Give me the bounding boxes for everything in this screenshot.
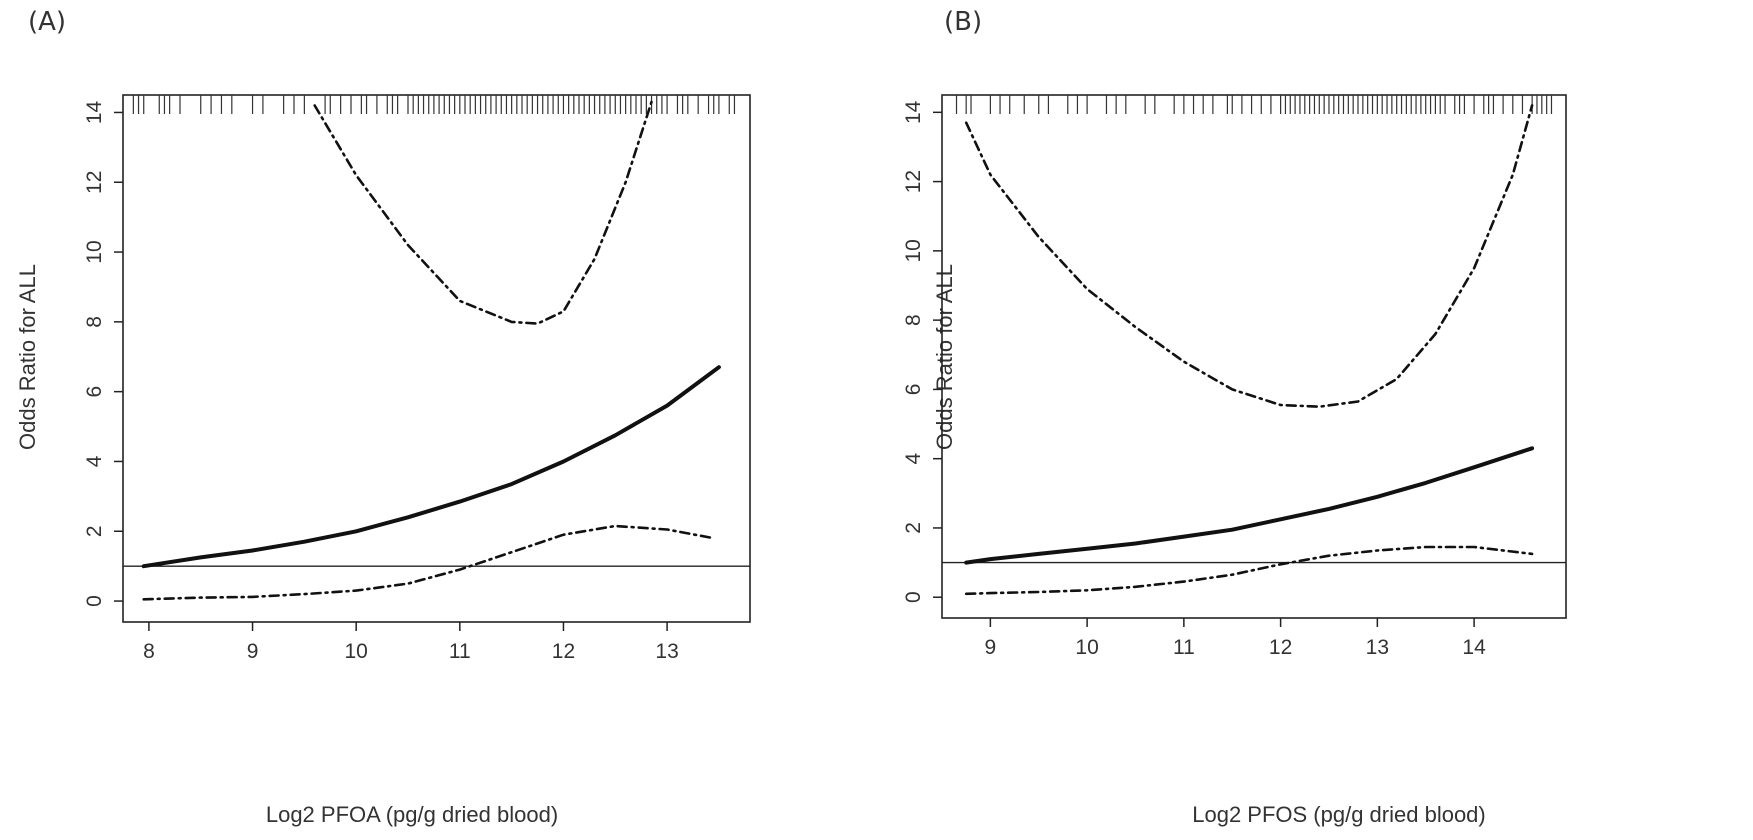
ci-line bbox=[964, 545, 1534, 596]
x-tick-label: 14 bbox=[1462, 636, 1486, 659]
y-tick-label: 10 bbox=[902, 239, 925, 262]
y-tick-label: 8 bbox=[902, 314, 925, 326]
y-tick-label: 0 bbox=[83, 595, 106, 607]
panel-b: (B) Log2 PFOS (pg/g dried blood) Odds Ra… bbox=[902, 7, 1567, 827]
ci-line bbox=[964, 104, 1534, 409]
x-tick-label: 9 bbox=[985, 636, 997, 659]
odds-ratio-line bbox=[141, 365, 721, 569]
y-tick-label: 12 bbox=[83, 171, 106, 194]
x-tick-label: 10 bbox=[1075, 636, 1098, 659]
plot-frame bbox=[122, 94, 751, 623]
x-axis-title: Log2 PFOS (pg/g dried blood) bbox=[1192, 802, 1486, 827]
panel-label: (A) bbox=[28, 7, 66, 37]
y-tick-label: 6 bbox=[902, 384, 925, 396]
y-tick-label: 4 bbox=[902, 453, 925, 465]
x-tick-label: 13 bbox=[1366, 636, 1389, 659]
x-tick-label: 9 bbox=[247, 640, 259, 663]
x-tick-label: 12 bbox=[552, 640, 575, 663]
y-tick-label: 6 bbox=[83, 386, 106, 398]
panel-label: (B) bbox=[944, 7, 982, 37]
odds-ratio-line bbox=[964, 446, 1535, 565]
y-tick-label: 10 bbox=[83, 240, 106, 263]
ci-line bbox=[313, 100, 653, 325]
y-tick-label: 14 bbox=[902, 100, 925, 124]
y-tick-label: 0 bbox=[902, 591, 925, 603]
x-tick-label: 11 bbox=[1173, 636, 1195, 659]
y-tick-label: 8 bbox=[83, 316, 106, 328]
ci-line bbox=[142, 524, 716, 601]
y-axis-title: Odds Ratio for ALL bbox=[932, 264, 957, 450]
panel-a: (A) Log2 PFOA (pg/g dried blood) Odds Ra… bbox=[15, 7, 751, 827]
x-axis-title: Log2 PFOA (pg/g dried blood) bbox=[266, 802, 558, 827]
y-tick-label: 2 bbox=[902, 522, 925, 534]
y-axis-title: Odds Ratio for ALL bbox=[15, 264, 40, 450]
x-tick-label: 8 bbox=[143, 640, 155, 663]
y-tick-label: 14 bbox=[83, 100, 106, 124]
x-tick-label: 11 bbox=[449, 640, 471, 663]
x-tick-label: 12 bbox=[1269, 636, 1292, 659]
x-tick-label: 13 bbox=[655, 640, 678, 663]
x-tick-label: 10 bbox=[345, 640, 368, 663]
plot-frame bbox=[941, 94, 1567, 619]
y-tick-label: 2 bbox=[83, 525, 106, 537]
y-tick-label: 12 bbox=[902, 170, 925, 193]
y-tick-label: 4 bbox=[83, 455, 106, 467]
